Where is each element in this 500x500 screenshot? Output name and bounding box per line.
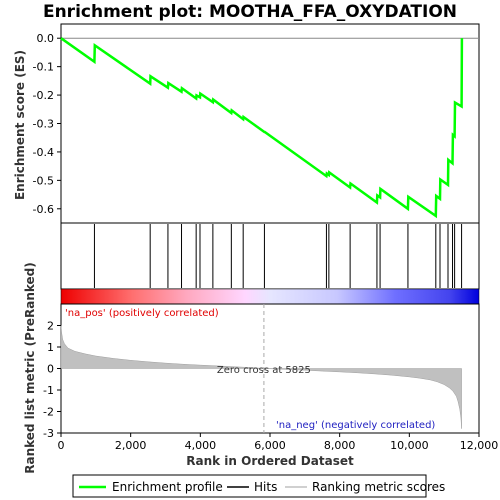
- x-tick-label: 8,000: [324, 439, 356, 452]
- metric-y-tick-label: 2: [47, 320, 54, 333]
- legend-label-enrichment-profile: Enrichment profile: [112, 480, 223, 494]
- ranking-color-bar: [60, 288, 480, 305]
- es-y-tick-label: -0.5: [33, 174, 54, 187]
- x-tick-label: 6,000: [254, 439, 286, 452]
- chart-title: Enrichment plot: MOOTHA_FFA_OXYDATION: [43, 2, 457, 22]
- es-y-tick-label: -0.3: [33, 118, 54, 131]
- enrichment-profile-line: [60, 37, 464, 219]
- metric-y-tick-label: -1: [43, 384, 54, 397]
- es-y-tick-label: -0.6: [33, 203, 54, 216]
- hits-panel-frame: [60, 222, 480, 290]
- legend-item-hits: Hits: [227, 480, 277, 494]
- x-tick-label: 12,000: [460, 439, 499, 452]
- metric-y-tick-label: 0: [47, 363, 54, 376]
- legend-item-ranking-metric: Ranking metric scores: [285, 480, 445, 494]
- es-y-tick-label: -0.2: [33, 89, 54, 102]
- legend-box: [72, 474, 427, 498]
- x-axis-label: Rank in Ordered Dataset: [186, 454, 354, 468]
- metric-axis-label: Ranked list metric (PreRanked): [23, 262, 37, 474]
- positive-correlation-label: 'na_pos' (positively correlated): [65, 308, 219, 319]
- zero-cross-label: Zero cross at 5825: [217, 365, 311, 376]
- es-y-tick-label: -0.4: [33, 146, 54, 159]
- metric-y-tick-label: -3: [43, 427, 54, 440]
- legend-label-ranking-metric: Ranking metric scores: [312, 480, 445, 494]
- metric-y-tick-label: -2: [43, 406, 54, 419]
- negative-correlation-label: 'na_neg' (negatively correlated): [276, 420, 435, 431]
- x-tick-label: 2,000: [115, 439, 147, 452]
- legend-item-enrichment-profile: Enrichment profile: [79, 480, 223, 494]
- es-panel-frame: [60, 23, 480, 224]
- es-y-tick-label: -0.1: [33, 61, 54, 74]
- x-tick-label: 10,000: [390, 439, 429, 452]
- legend-label-hits: Hits: [254, 480, 277, 494]
- ranking-metric-area: [60, 325, 462, 429]
- es-y-tick-label: 0.0: [37, 32, 55, 45]
- es-axis-label: Enrichment score (ES): [13, 50, 27, 200]
- x-tick-label: 4,000: [185, 439, 217, 452]
- x-tick-label: 0: [58, 439, 65, 452]
- metric-y-tick-label: 1: [47, 341, 54, 354]
